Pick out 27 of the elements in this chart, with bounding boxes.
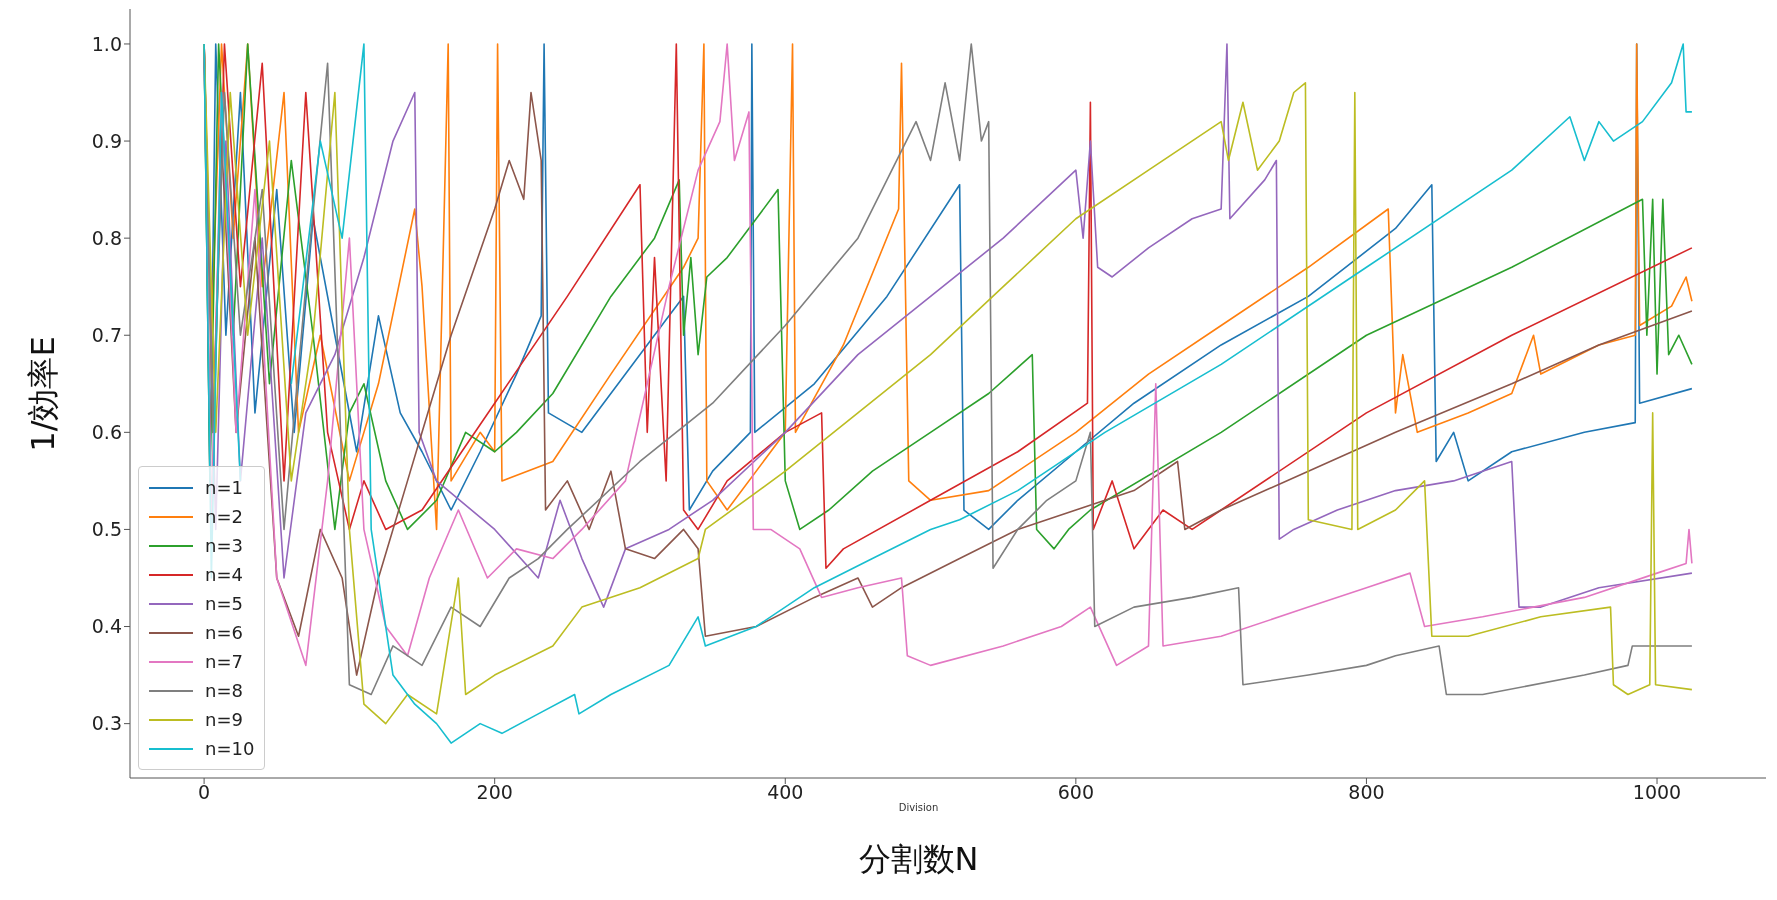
x-tick-label: 0	[198, 781, 211, 804]
y-tick-label: 0.9	[91, 129, 122, 152]
legend-label: n=6	[205, 622, 243, 643]
x-tick-label: 400	[767, 781, 804, 804]
y-tick-label: 1.0	[91, 32, 122, 55]
x-tick-label: 200	[476, 781, 513, 804]
x-tick-label: 800	[1348, 781, 1385, 804]
legend-label: n=5	[205, 593, 243, 614]
legend-label: n=7	[205, 651, 243, 672]
y-tick-label: 0.6	[91, 421, 122, 444]
y-tick-label: 0.3	[91, 712, 122, 735]
x-tick-label: 1000	[1632, 781, 1682, 804]
y-tick-label: 0.4	[91, 615, 122, 638]
legend-label: n=8	[205, 680, 243, 701]
legend-label: n=4	[205, 564, 243, 585]
y-tick-label: 0.5	[91, 518, 122, 541]
text: Division	[897, 802, 940, 813]
legend-label: n=9	[205, 709, 243, 730]
y-axis-title: 1/効率E	[23, 336, 63, 452]
x-axis-title: 分割数N	[857, 839, 980, 880]
legend-label: n=1	[205, 477, 243, 498]
y-tick-label: 0.7	[91, 323, 122, 346]
legend-label: n=2	[205, 506, 243, 527]
y-tick-label: 0.8	[91, 226, 122, 249]
legend-label: n=3	[205, 535, 243, 556]
x-tick-label: 600	[1057, 781, 1094, 804]
legend-label: n=10	[205, 738, 255, 759]
